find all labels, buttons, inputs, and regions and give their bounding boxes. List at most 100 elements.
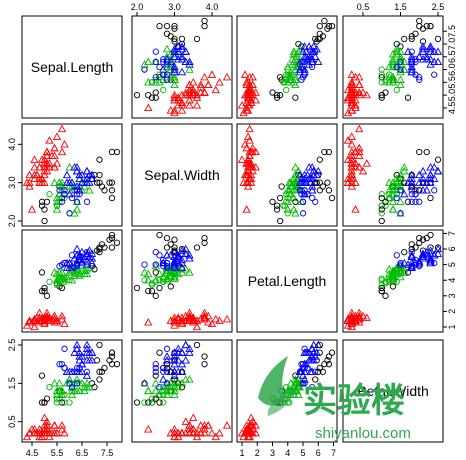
panel-Petal.Width-vs-Sepal.Width [342,123,444,227]
data-point-circle [193,341,201,349]
data-point-triangle [67,186,77,194]
data-point-triangle [222,421,232,429]
data-point-triangle [170,49,179,58]
data-point-triangle [396,197,405,206]
data-point-triangle [40,159,49,167]
data-point-circle [412,58,419,66]
data-point-triangle [422,250,431,259]
data-point-circle [141,66,148,73]
data-point-triangle [407,258,416,267]
data-point-circle [56,187,63,194]
data-point-triangle [242,205,251,213]
data-point-circle [141,380,148,387]
data-point-triangle [37,155,47,163]
data-point-triangle [388,189,398,198]
panel-frame [21,339,123,443]
data-point-circle [101,187,108,194]
data-point-triangle [385,62,394,71]
data-point-triangle [75,174,84,183]
data-point-circle [378,210,385,217]
bottom-axis-tick-label: 6.5 [76,448,89,458]
data-point-triangle [75,356,84,364]
data-point-circle [408,48,415,55]
data-point-circle [108,187,116,194]
data-point-circle [378,191,385,198]
data-point-triangle [347,151,356,160]
data-point-circle [178,35,186,43]
data-point-triangle [351,72,360,81]
data-point-circle [304,191,311,198]
data-point-triangle [57,386,67,395]
data-point-triangle [75,367,84,376]
data-point-triangle [388,75,398,83]
bottom-axis-tick-label: 4.5 [26,448,39,458]
data-point-triangle [351,205,360,213]
data-point-circle [427,22,434,30]
data-point-triangle [162,44,172,53]
data-point-triangle [177,52,187,60]
data-point-triangle [295,65,305,73]
data-point-triangle [42,417,52,425]
data-point-circle [106,179,113,186]
data-point-triangle [75,271,84,279]
data-point-circle [58,284,66,292]
data-point-circle [427,231,434,239]
data-point-circle [412,191,419,198]
data-point-circle [393,252,400,259]
right-axis-tick-label: 3 [447,293,457,298]
bottom-axis-tick-label: 3 [270,448,275,458]
data-point-triangle [207,70,217,78]
data-point-circle [431,71,438,78]
data-point-circle [156,384,163,391]
right-axis-tick-label: 7.0 [447,38,457,51]
data-point-circle [171,244,178,251]
data-point-triangle [140,268,149,276]
data-point-circle [171,35,178,43]
data-point-circle [316,30,323,37]
data-point-circle [276,91,284,99]
data-point-triangle [87,258,97,267]
data-point-triangle [170,263,179,271]
panel-frame [236,123,338,227]
data-point-circle [296,187,304,194]
data-point-triangle [308,174,317,183]
data-point-circle [378,284,385,292]
panel-frame [131,229,233,333]
data-point-triangle [289,205,299,213]
data-point-circle [152,364,159,372]
data-point-circle [96,341,103,349]
data-point-triangle [177,106,187,114]
data-point-triangle [189,425,198,433]
data-point-circle [412,244,419,251]
data-point-triangle [181,249,190,257]
data-point-triangle [151,386,160,395]
data-point-circle [404,94,412,101]
data-point-circle [408,171,415,179]
data-point-triangle [308,344,317,353]
data-point-triangle [52,197,62,206]
data-point-triangle [192,432,202,441]
data-point-circle [38,269,46,276]
data-point-circle [325,22,333,30]
data-point-triangle [144,103,153,112]
panel-frame [21,15,123,119]
data-point-triangle [70,386,79,395]
data-point-triangle [215,78,224,86]
data-point-circle [113,361,121,368]
data-point-triangle [80,386,89,395]
data-point-circle [316,341,323,349]
data-point-triangle [347,147,356,156]
data-point-triangle [426,60,435,68]
data-point-triangle [245,151,254,160]
data-point-circle [269,89,276,96]
panel-Sepal.Width-vs-Petal.Width [131,339,233,443]
data-point-triangle [170,257,179,265]
data-point-circle [145,91,152,99]
data-point-triangle [243,432,253,441]
data-point-triangle [415,52,424,60]
data-point-triangle [392,44,401,53]
data-point-circle [273,206,281,213]
data-point-triangle [301,47,311,55]
data-point-circle [43,292,51,299]
